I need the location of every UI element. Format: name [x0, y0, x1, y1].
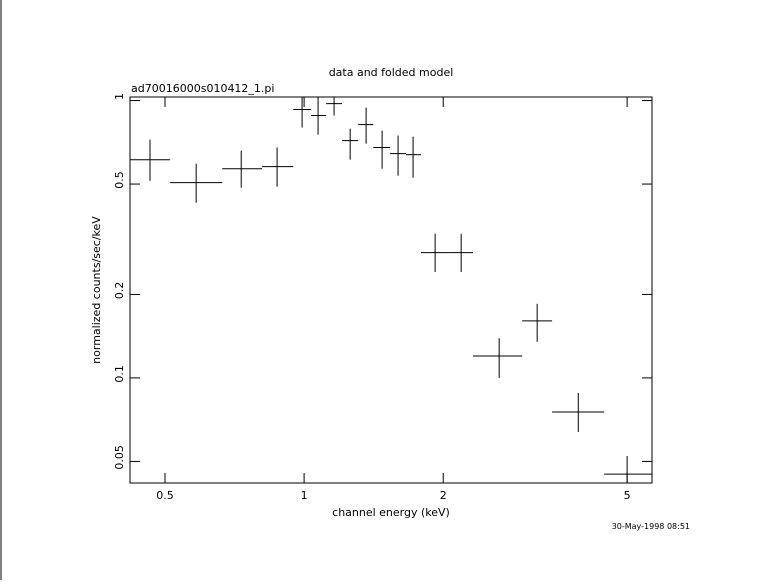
x-tick-label: 1 [301, 489, 308, 502]
x-axis-label: channel energy (keV) [332, 506, 450, 519]
chart-subtitle: ad70016000s010412_1.pi [131, 82, 274, 95]
x-tick-label: 5 [624, 489, 631, 502]
x-tick-label: 2 [440, 489, 447, 502]
plot-frame [129, 96, 653, 484]
y-tick-label: 0.2 [113, 282, 126, 300]
x-tick-label: 0.5 [156, 489, 174, 502]
y-tick-label: 0.05 [113, 445, 126, 470]
y-axis-label: normalized counts/sec/keV [90, 216, 103, 364]
timestamp: 30-May-1998 08:51 [612, 522, 690, 531]
y-tick-label: 0.5 [113, 171, 126, 189]
y-tick-label: 1 [113, 93, 126, 100]
chart-title: data and folded model [329, 66, 454, 79]
y-tick-label: 0.1 [113, 365, 126, 383]
